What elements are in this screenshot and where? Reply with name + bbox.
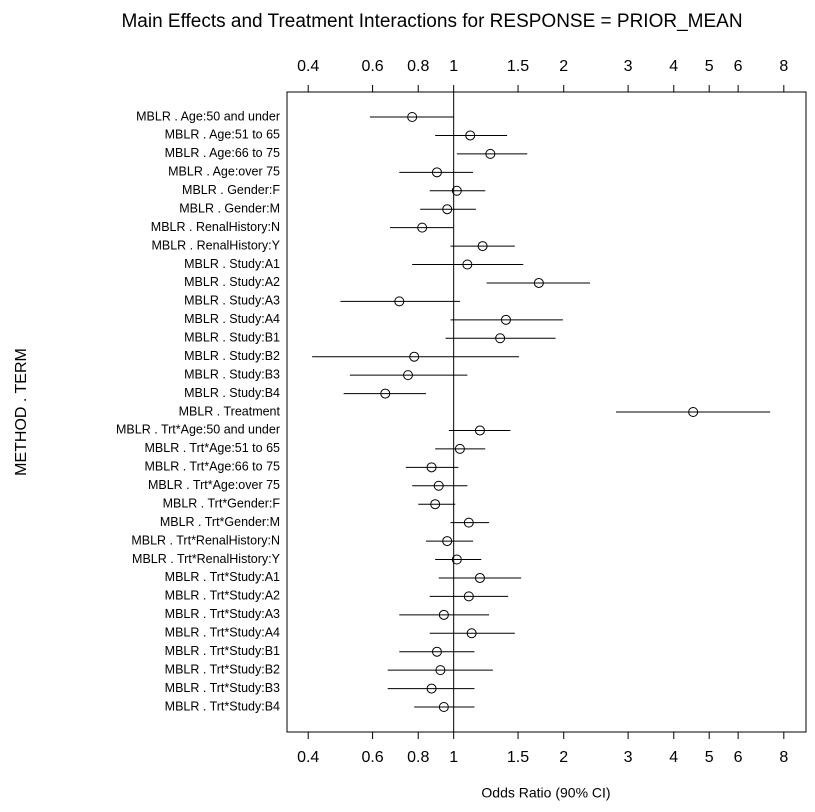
x-tick-label-bottom: 0.6	[361, 749, 383, 766]
point	[438, 609, 449, 620]
point	[407, 112, 418, 122]
point	[474, 572, 485, 583]
x-tick-label-top: 4	[669, 58, 678, 75]
y-tick-label: MBLR . Trt*Gender:M	[160, 515, 280, 529]
chart-title: Main Effects and Treatment Interactions …	[121, 11, 742, 32]
y-tick-label: MBLR . Age:50 and under	[136, 109, 280, 123]
y-tick-label: MBLR . Trt*Age:66 to 75	[145, 460, 281, 474]
x-tick-label-bottom: 4	[669, 749, 678, 766]
y-tick-label: MBLR . Study:A2	[184, 275, 280, 289]
x-tick-label-top: 0.4	[297, 58, 319, 75]
x-tick-label-bottom: 8	[779, 749, 788, 766]
y-tick-label: MBLR . Study:B4	[184, 386, 280, 400]
y-tick-label: MBLR . Trt*Age:50 and under	[116, 423, 280, 437]
point	[409, 351, 420, 362]
point	[430, 499, 441, 510]
y-tick-label: MBLR . Trt*Study:B4	[165, 699, 280, 713]
y-tick-label: MBLR . Trt*Gender:F	[163, 496, 281, 510]
point	[500, 314, 511, 325]
y-tick-label: MBLR . Age:51 to 65	[165, 128, 280, 142]
y-tick-label: MBLR . RenalHistory:Y	[151, 238, 280, 252]
point	[438, 702, 449, 712]
point	[417, 222, 428, 233]
point	[426, 683, 437, 694]
y-tick-label: MBLR . Study:B3	[184, 367, 280, 381]
y-tick-label: MBLR . Age:over 75	[168, 165, 280, 179]
x-axis-label: Odds Ratio (90% CI)	[481, 785, 610, 801]
x-tick-label-top: 5	[705, 58, 714, 75]
point	[435, 665, 446, 676]
point	[426, 462, 437, 473]
y-tick-label: MBLR . Study:A1	[184, 257, 280, 271]
point	[463, 591, 474, 602]
x-tick-label-bottom: 2	[559, 749, 568, 766]
y-tick-label: MBLR . Trt*Study:A4	[165, 626, 280, 640]
y-tick-label: MBLR . Age:66 to 75	[165, 146, 280, 160]
point	[431, 646, 442, 657]
y-tick-label: MBLR . Gender:F	[182, 183, 280, 197]
x-tick-label-top: 0.8	[407, 58, 429, 75]
y-tick-label: MBLR . Gender:M	[179, 201, 280, 215]
x-tick-label-top: 8	[779, 58, 788, 75]
point	[466, 628, 477, 639]
point	[442, 536, 453, 547]
x-tick-label-bottom: 3	[624, 749, 633, 766]
point	[380, 388, 391, 399]
point	[402, 370, 413, 381]
x-tick-label-top: 2	[559, 58, 568, 75]
point	[533, 277, 544, 288]
y-axis-label: METHOD . TERM	[13, 348, 30, 476]
x-tick-label-bottom: 1.5	[507, 749, 529, 766]
y-tick-label: MBLR . Trt*Age:over 75	[148, 478, 280, 492]
point	[454, 443, 465, 454]
y-tick-label: MBLR . Trt*Study:B2	[165, 662, 280, 676]
y-tick-label: MBLR . Trt*Study:A1	[165, 570, 280, 584]
point	[431, 167, 442, 178]
y-tick-label: MBLR . Study:B2	[184, 349, 280, 363]
x-tick-label-bottom: 0.4	[297, 749, 319, 766]
point	[465, 130, 476, 141]
y-tick-label: MBLR . Trt*Study:B1	[165, 644, 280, 658]
point	[485, 148, 496, 159]
point	[495, 333, 506, 344]
y-tick-label: MBLR . Study:A3	[184, 294, 280, 308]
y-tick-label: MBLR . Treatment	[179, 404, 281, 418]
plot-frame	[286, 91, 807, 733]
y-tick-label: MBLR . Trt*RenalHistory:Y	[132, 552, 281, 566]
y-tick-label: MBLR . RenalHistory:N	[151, 220, 280, 234]
x-tick-label-top: 1	[449, 58, 458, 75]
point	[688, 407, 699, 417]
y-tick-label: MBLR . Trt*Age:51 to 65	[145, 441, 281, 455]
x-tick-label-top: 0.6	[361, 58, 383, 75]
x-tick-label-bottom: 6	[734, 749, 743, 766]
x-tick-label-top: 3	[624, 58, 633, 75]
point	[451, 554, 462, 565]
y-tick-label: MBLR . Study:B1	[184, 331, 280, 345]
point	[451, 185, 462, 196]
point	[474, 425, 485, 436]
point	[463, 517, 474, 528]
point	[433, 480, 444, 491]
x-tick-label-bottom: 0.8	[407, 749, 429, 766]
y-tick-label: MBLR . Trt*Study:B3	[165, 681, 280, 695]
y-tick-label: MBLR . Study:A4	[184, 312, 280, 326]
x-tick-label-top: 6	[734, 58, 743, 75]
point	[442, 204, 453, 215]
y-tick-label: MBLR . Trt*RenalHistory:N	[131, 533, 280, 547]
y-tick-label: MBLR . Trt*Study:A3	[165, 607, 280, 621]
point	[462, 259, 473, 270]
point	[394, 296, 405, 307]
point	[477, 241, 488, 252]
x-tick-label-bottom: 1	[449, 749, 458, 766]
x-tick-label-bottom: 5	[705, 749, 714, 766]
x-tick-label-top: 1.5	[507, 58, 529, 75]
y-tick-label: MBLR . Trt*Study:A2	[165, 589, 280, 603]
